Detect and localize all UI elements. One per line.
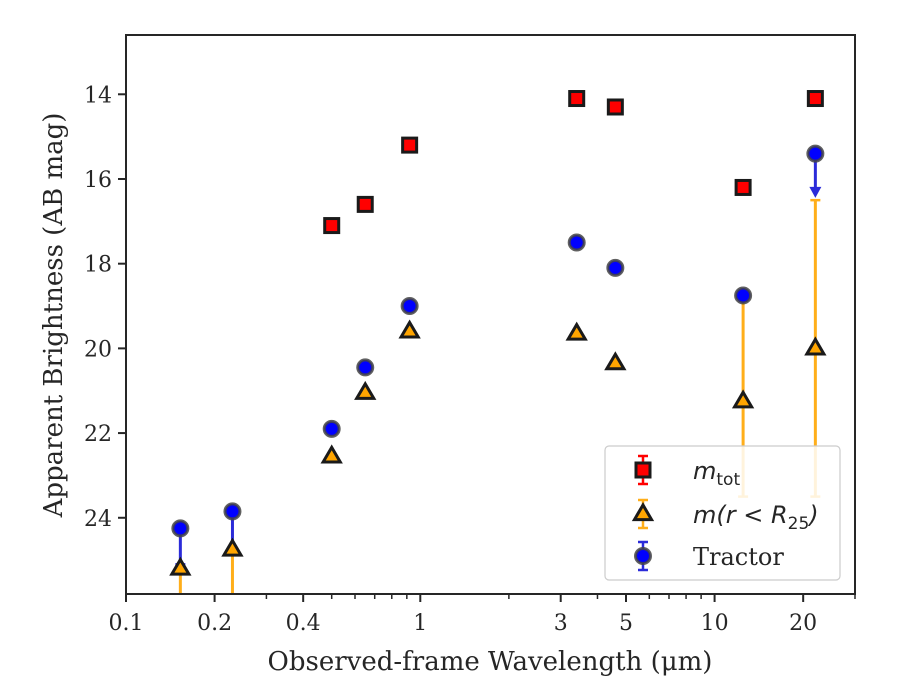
legend-label-2: Tractor xyxy=(693,543,784,571)
legend-label-0: mtot xyxy=(693,457,740,490)
axes: 0.1 0.2 0.4 1 3 5 10 20 14 16 18 20 22 24 xyxy=(84,34,856,636)
x-tick-label-6: 10 xyxy=(701,611,729,636)
point-circle-1 xyxy=(223,502,242,521)
point-triangle-0 xyxy=(169,556,192,576)
point-triangle-4 xyxy=(398,319,421,339)
plot-area xyxy=(169,90,827,594)
point-square-2 xyxy=(401,136,419,154)
point-circle-3 xyxy=(356,358,375,377)
limit-arrow-head-2-8 xyxy=(809,186,822,198)
point-square-3 xyxy=(568,90,586,108)
point-square-6 xyxy=(806,90,824,108)
legend-marker-triangle xyxy=(631,502,655,522)
point-circle-8 xyxy=(806,144,825,163)
point-circle-2 xyxy=(322,419,341,438)
x-tick-label-1: 0.2 xyxy=(197,611,232,636)
point-triangle-1 xyxy=(221,537,244,557)
point-triangle-6 xyxy=(604,351,627,371)
point-triangle-8 xyxy=(804,336,827,356)
axes-frame xyxy=(125,34,856,595)
x-tick-label-0: 0.1 xyxy=(109,611,144,636)
x-tick-label-5: 5 xyxy=(619,611,633,636)
y-axis-label: Apparent Brightness (AB mag) xyxy=(39,113,69,519)
point-circle-6 xyxy=(606,258,625,277)
y-tick-label-4: 22 xyxy=(84,422,112,447)
point-circle-0 xyxy=(171,519,190,538)
point-square-5 xyxy=(734,178,752,196)
point-triangle-5 xyxy=(565,321,588,341)
x-axis-label: Observed-frame Wavelength (μm) xyxy=(268,647,713,677)
y-tick-label-1: 16 xyxy=(84,168,112,193)
point-square-0 xyxy=(323,217,341,235)
point-triangle-2 xyxy=(320,444,343,464)
point-square-4 xyxy=(606,98,624,116)
y-tick-label-5: 24 xyxy=(84,507,112,532)
legend-marker-circle xyxy=(634,547,652,565)
point-circle-7 xyxy=(734,286,753,305)
legend-label-1: m(r < R25) xyxy=(693,501,819,534)
y-tick-label-2: 18 xyxy=(84,253,112,278)
x-tick-label-7: 20 xyxy=(789,611,817,636)
point-circle-4 xyxy=(400,297,419,316)
x-tick-label-3: 1 xyxy=(413,611,427,636)
y-tick-label-0: 14 xyxy=(84,83,112,108)
point-circle-5 xyxy=(567,233,586,252)
point-triangle-3 xyxy=(354,380,377,400)
legend: mtot m(r < R25) Tractor xyxy=(604,445,841,581)
legend-frame xyxy=(604,445,841,581)
legend-marker-square xyxy=(634,461,652,479)
x-tick-label-4: 3 xyxy=(554,611,568,636)
point-square-1 xyxy=(356,195,374,213)
x-tick-label-2: 0.4 xyxy=(286,611,321,636)
y-tick-label-3: 20 xyxy=(84,337,112,362)
point-triangle-7 xyxy=(731,389,755,409)
